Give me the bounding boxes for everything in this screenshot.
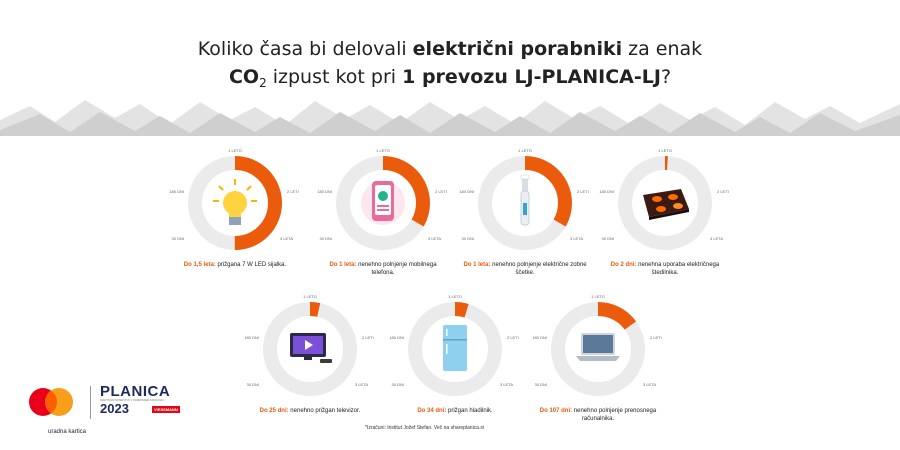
tick-label: 30 DNI (461, 236, 474, 241)
tick-label: 3 LETA (428, 236, 442, 241)
progress-ring (551, 302, 645, 396)
consumer-caption: Do 25 dni: nenehno prižgan televizor. (259, 408, 361, 414)
tick-label: 3 LETA (500, 382, 514, 387)
official-card-label: uradna kartica (48, 429, 87, 435)
footnote: *Izračuni: Institut Jožef Stefan. Več na… (365, 425, 484, 431)
tick-label: 180 DNI (169, 189, 184, 194)
tick-label: 180 DNI (599, 189, 614, 194)
tick-label: 30 DNI (171, 236, 184, 241)
tick-label: 2 LETI (650, 335, 662, 340)
tick-label: 180 DNI (532, 335, 547, 340)
progress-ring (618, 156, 712, 250)
tick-label: 180 DNI (317, 189, 332, 194)
progress-ring (336, 156, 430, 250)
consumer-caption: Do 1,5 leta: prižgana 7 W LED sijalka. (183, 262, 287, 268)
tick-label: 1 LETO (228, 148, 242, 153)
tick-label: 180 DNI (459, 189, 474, 194)
progress-ring (188, 156, 282, 250)
tick-label: 2 LETI (287, 189, 299, 194)
tick-label: 180 DNI (244, 335, 259, 340)
tick-label: 30 DNI (534, 382, 547, 387)
tick-label: 2 LETI (362, 335, 374, 340)
tick-label: 30 DNI (601, 236, 614, 241)
tick-label: 1 LETO (303, 294, 317, 299)
progress-ring (408, 302, 502, 396)
television-icon (290, 333, 332, 363)
consumer-caption: Do 2 dni: nenehna uporaba električnega š… (610, 262, 720, 276)
mountain-banner (0, 100, 900, 136)
cooktop-icon (643, 189, 689, 220)
tick-label: 2 LETI (577, 189, 589, 194)
progress-ring (478, 156, 572, 250)
tick-label: 3 LETA (355, 382, 369, 387)
consumer-caption: Do 1 leta: nenehno polnjenje električne … (463, 262, 587, 276)
tick-label: 1 LETO (448, 294, 462, 299)
tick-label: 3 LETA (643, 382, 657, 387)
planica-logo: PLANICA SVETOVNO PRVENSTVO V NORDIJSKEM … (100, 383, 180, 416)
tick-label: 1 LETO (376, 148, 390, 153)
tick-label: 3 LETA (710, 236, 724, 241)
tick-label: 2 LETI (507, 335, 519, 340)
tick-label: 3 LETA (280, 236, 294, 241)
lightbulb-icon (213, 179, 257, 225)
laptop-icon (576, 333, 620, 361)
tick-label: 2 LETI (717, 189, 729, 194)
progress-ring (263, 302, 357, 396)
consumer-caption: Do 34 dni: prižgan hladilnik. (417, 408, 493, 414)
smartphone-icon (361, 181, 405, 225)
tick-label: 30 DNI (246, 382, 259, 387)
tick-label: 3 LETA (570, 236, 584, 241)
consumer-caption: Do 1 leta: nenehno polnjenje mobilnega t… (329, 262, 437, 276)
mastercard-logo (29, 388, 73, 416)
consumer-caption: Do 107 dni: nenehno polnjenje prenosnega… (539, 408, 657, 422)
tick-label: 1 LETO (658, 148, 672, 153)
page-title: Koliko časa bi delovali električni porab… (197, 38, 703, 60)
tick-label: 2 LETI (435, 189, 447, 194)
fridge-icon (443, 325, 467, 371)
divider (90, 386, 91, 419)
tick-label: 30 DNI (391, 382, 404, 387)
toothbrush-icon (520, 174, 530, 226)
tick-label: 1 LETO (518, 148, 532, 153)
tick-label: 1 LETO (591, 294, 605, 299)
tick-label: 30 DNI (319, 236, 332, 241)
tick-label: 180 DNI (389, 335, 404, 340)
page-subtitle: CO2 izpust kot pri 1 prevozu LJ-PLANICA-… (228, 66, 672, 90)
